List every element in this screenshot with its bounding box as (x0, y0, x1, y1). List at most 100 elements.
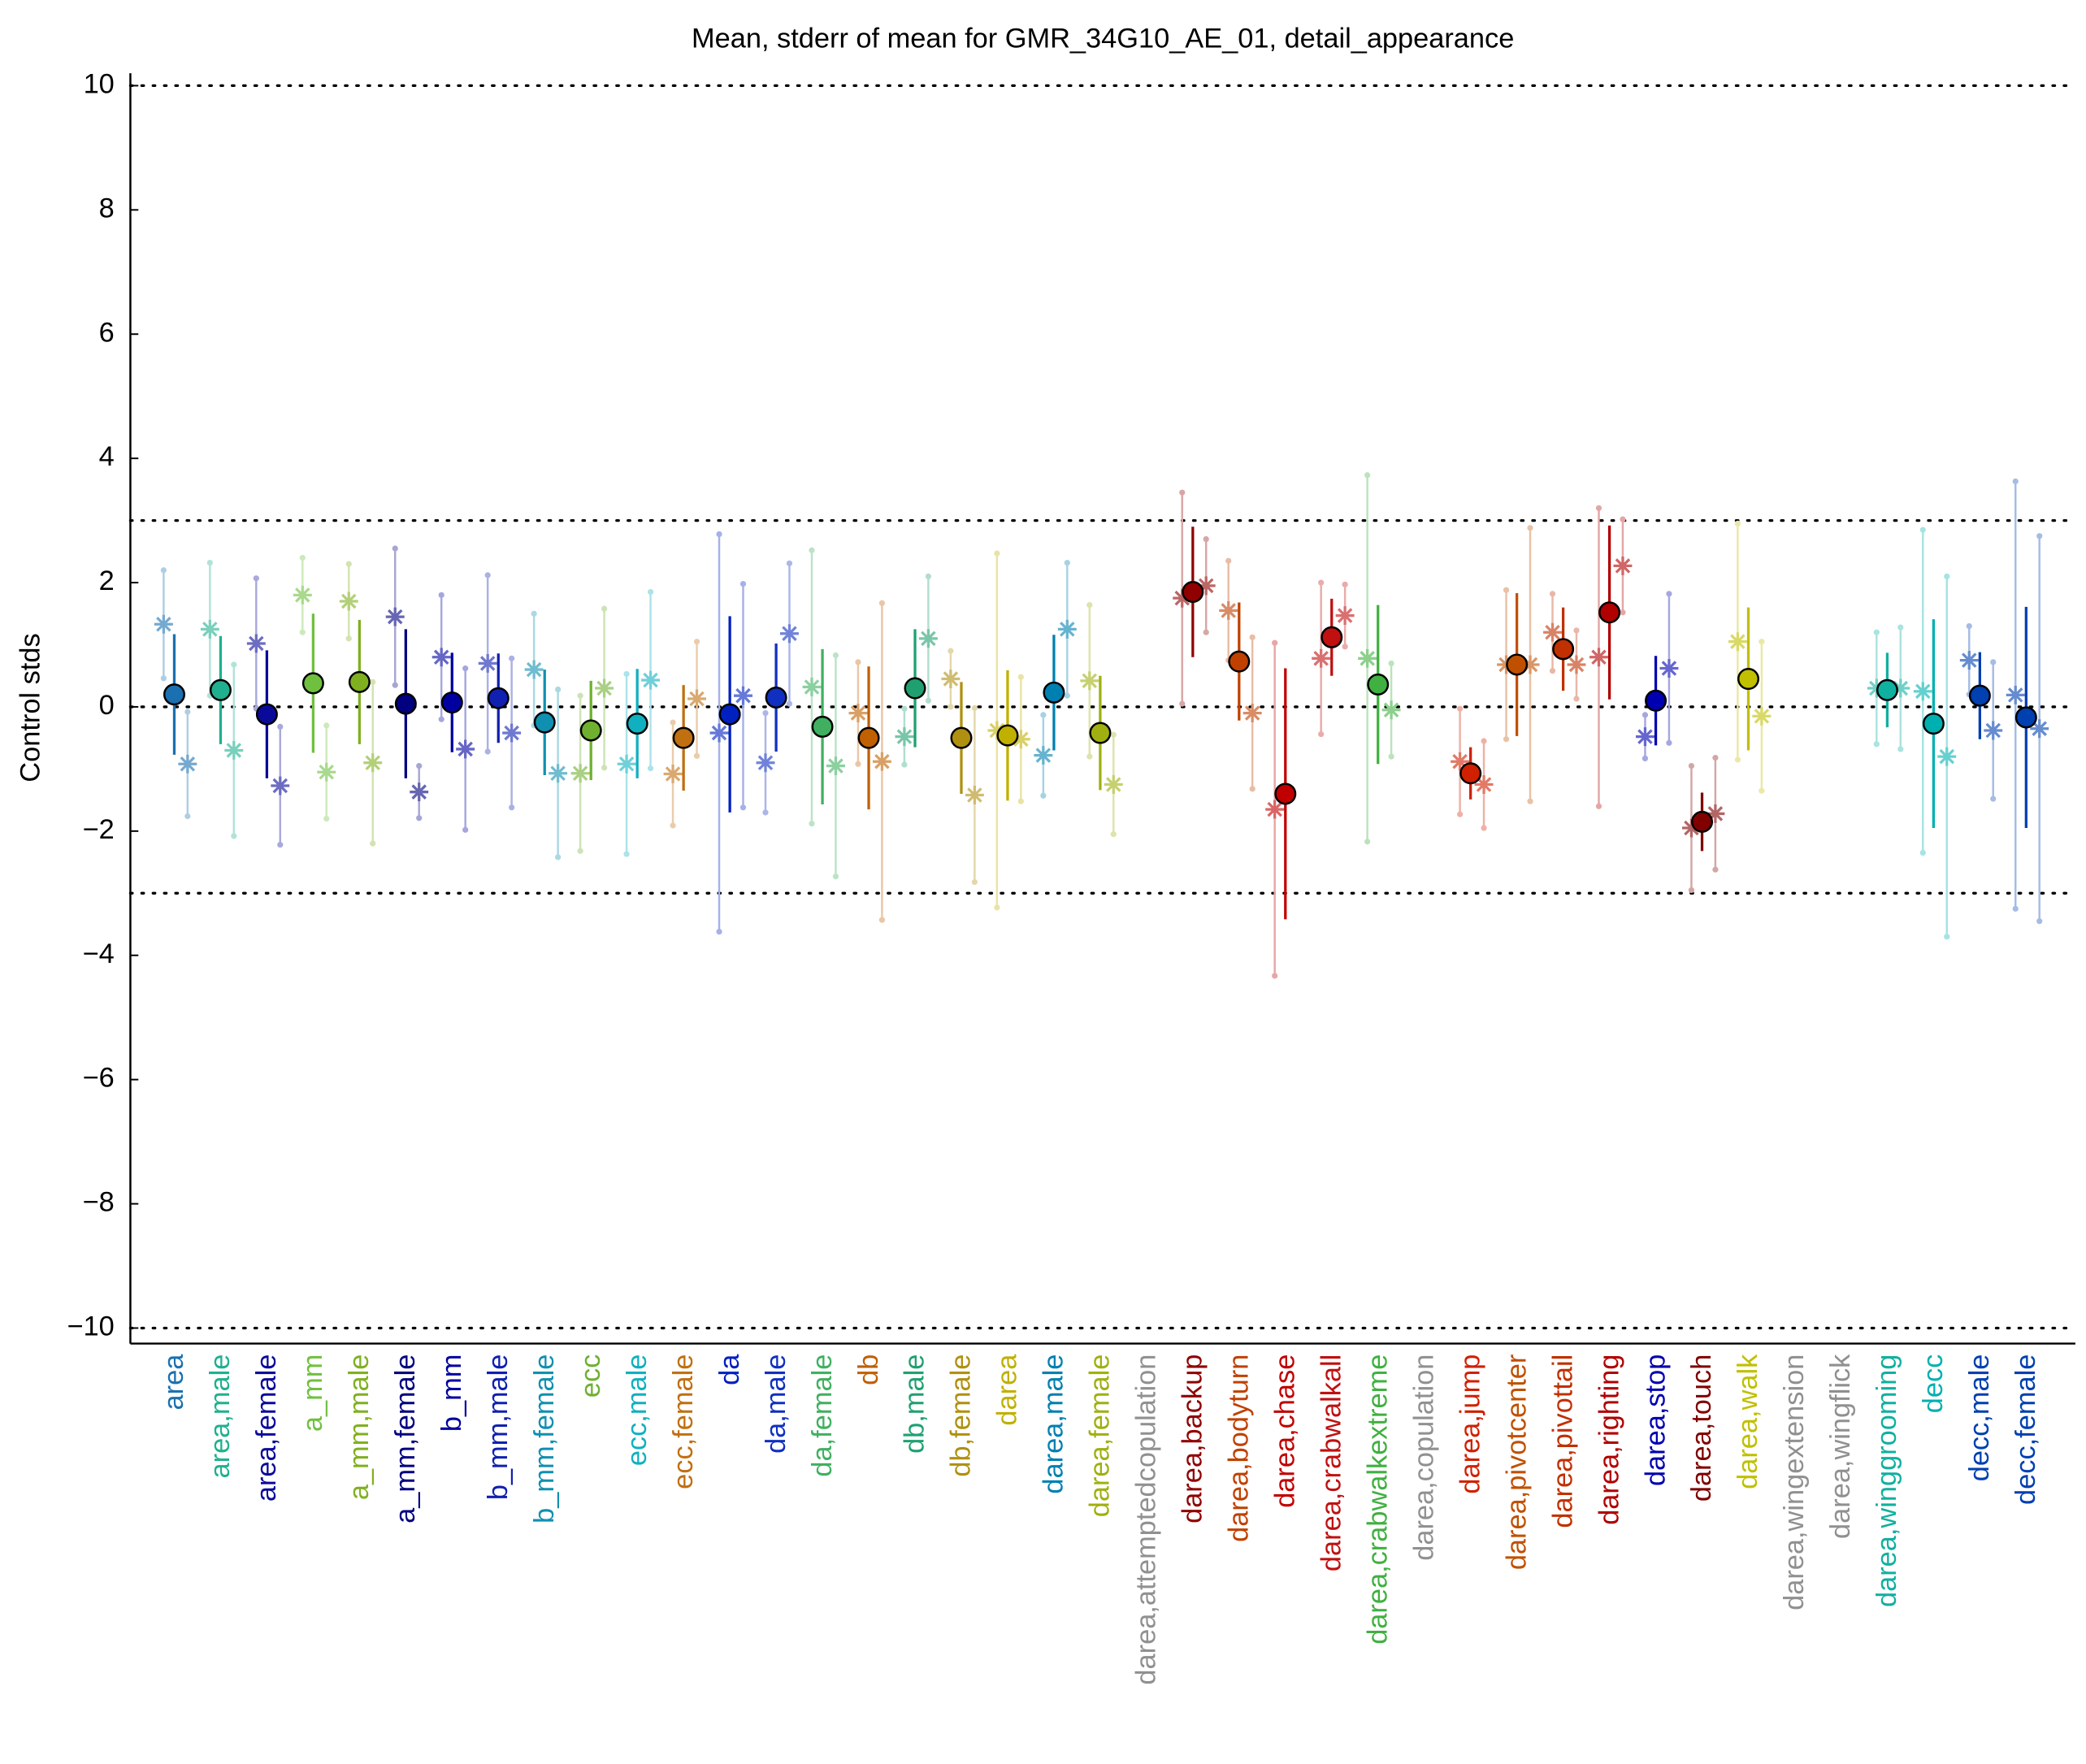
error-cap (1364, 472, 1371, 479)
error-cap (345, 635, 352, 642)
asterisk-marker (2030, 719, 2049, 739)
error-cap (762, 809, 769, 816)
mean-marker (1598, 601, 1621, 624)
asterisk-marker (1196, 576, 1216, 596)
x-tick-label: db,male (900, 1354, 930, 1454)
asterisk-marker (363, 753, 383, 773)
y-axis-label: Control stds (15, 633, 46, 782)
error-cap (1759, 639, 1765, 645)
error-cap (971, 878, 978, 886)
error-cap (160, 567, 167, 574)
asterisk-marker (756, 753, 775, 773)
mean-marker (487, 687, 510, 709)
error-cap (1272, 639, 1278, 646)
error-cap (206, 559, 213, 566)
error-cap (623, 851, 630, 857)
error-cap (1456, 811, 1464, 817)
error-cap (1944, 934, 1950, 940)
asterisk-marker (524, 660, 544, 679)
y-tick-label: 0 (99, 690, 115, 721)
asterisk-marker (271, 776, 290, 795)
mean-marker (1552, 638, 1575, 661)
mean-marker (996, 724, 1019, 747)
error-cap (1620, 609, 1626, 616)
asterisk-marker (987, 721, 1007, 740)
asterisk-marker (1959, 651, 1979, 670)
error-cap (1110, 831, 1117, 838)
error-cap (416, 762, 423, 769)
y-tick-label: −4 (83, 938, 115, 969)
error-cap (716, 531, 722, 538)
error-cap (1666, 739, 1672, 746)
error-cap (1388, 660, 1394, 667)
error-cap (1641, 712, 1649, 718)
x-tick-label: ecc,male (622, 1354, 653, 1467)
asterisk-marker (1011, 730, 1030, 749)
error-cap (1086, 753, 1093, 760)
error-cap (484, 748, 491, 755)
x-tick-label: da (714, 1354, 745, 1385)
x-tick-label: a_mm,female (390, 1354, 421, 1523)
error-cap (878, 600, 886, 606)
x-tick-label: darea,wingflick (1825, 1354, 1856, 1539)
x-tick-label: darea,backup (1177, 1354, 1208, 1523)
error-cap (1342, 644, 1348, 650)
error-cap (971, 704, 978, 712)
mean-marker (1182, 581, 1204, 604)
mean-marker (718, 703, 741, 726)
y-tick-label: 10 (84, 69, 115, 100)
asterisk-marker (1080, 671, 1099, 691)
error-cap (1919, 527, 1926, 533)
error-cap (739, 580, 747, 587)
x-tick-label: decc,male (1964, 1354, 1995, 1482)
error-cap (1966, 622, 1972, 630)
error-cap (2036, 918, 2043, 925)
error-cap (1712, 755, 1719, 761)
error-cap (994, 904, 1000, 911)
error-cap (323, 722, 330, 729)
error-cap (184, 709, 191, 715)
asterisk-marker (154, 614, 173, 634)
error-cap (716, 929, 722, 935)
error-cap (1203, 629, 1209, 635)
y-tick-label: −10 (67, 1311, 114, 1342)
error-cap (1456, 705, 1464, 712)
error-cap (855, 659, 861, 665)
error-cap (1364, 839, 1371, 845)
asterisk-marker (432, 648, 451, 667)
error-cap (231, 833, 237, 839)
error-cap (901, 705, 908, 712)
x-tick-label: b_mm,female (529, 1354, 560, 1523)
error-cap (1759, 787, 1765, 794)
asterisk-marker (293, 585, 312, 605)
mean-marker (904, 677, 926, 700)
error-cap (370, 840, 376, 847)
error-cap (184, 813, 191, 820)
asterisk-marker (1219, 600, 1238, 620)
error-cap (1620, 516, 1626, 522)
error-cap (392, 682, 398, 688)
asterisk-marker (1358, 648, 1377, 668)
asterisk-marker (641, 670, 661, 690)
mean-marker (209, 678, 232, 701)
x-tick-label: darea,male (1039, 1354, 1069, 1494)
asterisk-marker (385, 607, 405, 626)
y-tick-label: 4 (99, 441, 115, 472)
error-cap (1919, 850, 1926, 856)
x-tick-label: darea,righting (1594, 1354, 1624, 1525)
asterisk-marker (224, 741, 244, 760)
asterisk-marker (734, 686, 752, 705)
error-cap (1666, 591, 1672, 597)
x-tick-label: darea,pivottail (1547, 1354, 1578, 1528)
asterisk-marker (317, 762, 336, 782)
error-cap (323, 815, 330, 822)
error-cap (1249, 786, 1256, 792)
asterisk-marker (178, 754, 197, 774)
error-cap (1688, 762, 1695, 769)
error-cap (1573, 627, 1580, 634)
error-cap (1734, 756, 1741, 763)
asterisk-marker (595, 678, 614, 698)
y-tick-label: 2 (99, 566, 115, 596)
error-cap (1040, 792, 1047, 799)
error-cap (925, 573, 931, 579)
